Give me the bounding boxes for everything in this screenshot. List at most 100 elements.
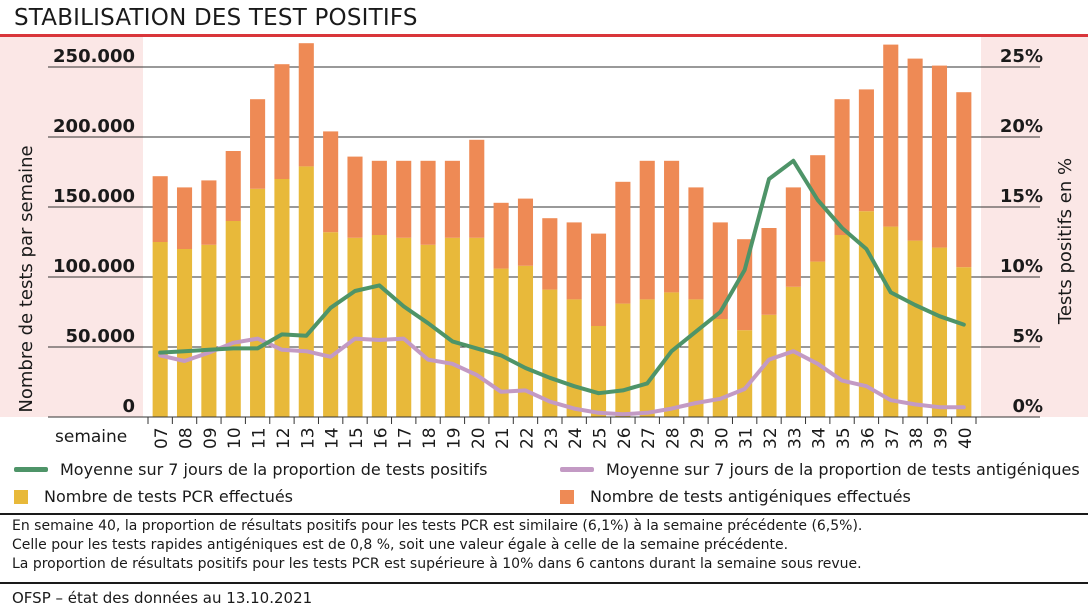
line-antigen-proportion-point (767, 358, 771, 362)
line-antigen-proportion-point (670, 407, 674, 411)
x-tick-label: 12 (274, 427, 294, 449)
line-positive-proportion-point (889, 290, 893, 294)
bar-pcr (420, 244, 436, 417)
bar-antigen (493, 202, 509, 269)
x-tick-label: 07 (152, 427, 172, 449)
line-antigen-proportion-point (889, 398, 893, 402)
bar-pcr (858, 211, 874, 417)
note-3: La proportion de résultats positifs pour… (12, 556, 862, 572)
bar-pcr (712, 319, 728, 417)
bar-pcr (639, 299, 655, 417)
bars (152, 43, 972, 417)
y-tick-label: 150.000 (53, 186, 135, 207)
legend-antigen-bars-swatch (560, 489, 574, 504)
line-positive-proportion-point (718, 310, 722, 314)
line-positive-proportion-point (304, 334, 308, 338)
y-right-tick-label: 15% (1000, 186, 1043, 207)
bar-pcr (834, 235, 850, 417)
bar-antigen (834, 99, 850, 235)
line-antigen-proportion-point (353, 337, 357, 341)
line-antigen-proportion-point (377, 338, 381, 342)
right-axis-panel (981, 37, 1088, 417)
left-axis-panel (0, 37, 143, 417)
bar-pcr (371, 235, 387, 417)
x-tick-label: 31 (737, 427, 757, 449)
line-positive-proportion-point (353, 289, 357, 293)
line-antigen-proportion-point (962, 405, 966, 409)
bar-pcr (396, 237, 412, 417)
line-positive-proportion-point (597, 391, 601, 395)
bar-antigen (469, 139, 485, 238)
bar-antigen (420, 160, 436, 245)
bar-antigen (810, 155, 826, 262)
x-tick-label: 35 (834, 427, 854, 449)
line-antigen-proportion (158, 336, 966, 417)
bar-pcr (542, 289, 558, 417)
legend-pcr: Nombre de tests PCR effectués (14, 487, 293, 506)
bar-antigen (761, 228, 777, 315)
line-antigen-proportion-point (523, 388, 527, 392)
bar-antigen (201, 180, 217, 245)
bar-pcr (347, 237, 363, 417)
bar-antigen (250, 99, 266, 189)
line-positive-proportion-point (645, 381, 649, 385)
bar-antigen (176, 187, 193, 249)
line-positive-proportion-point (183, 349, 187, 353)
line-antigen-proportion-point (621, 412, 625, 416)
bar-antigen (396, 160, 412, 238)
line-positive-proportion-point (572, 384, 576, 388)
x-tick-label: 18 (420, 427, 440, 449)
line-positive-proportion-point (329, 306, 333, 310)
y-tick-label: 0 (122, 396, 135, 417)
bar-antigen (907, 58, 923, 241)
bar-pcr (737, 330, 753, 417)
bar-pcr (615, 303, 631, 417)
x-tick-label: 15 (347, 427, 367, 449)
bar-pcr (493, 268, 509, 417)
line-antigen-proportion-point (816, 362, 820, 366)
line-antigen-proportion-point (913, 402, 917, 406)
x-tick-label: 26 (615, 427, 635, 449)
x-tick-label: 30 (712, 427, 732, 449)
line-positive-proportion-point (475, 346, 479, 350)
bar-pcr (250, 188, 266, 417)
notes-separator-top (0, 513, 1088, 515)
line-positive-proportion-point (694, 330, 698, 334)
line-positive-proportion-point (207, 348, 211, 352)
chart-title: STABILISATION DES TEST POSITIFS (14, 5, 418, 31)
line-antigen-proportion-point (499, 390, 503, 394)
bar-antigen (371, 160, 387, 235)
x-tick-label: 32 (761, 427, 781, 449)
bar-pcr (761, 314, 777, 417)
line-positive-proportion-point (937, 314, 941, 318)
x-tick-label: 08 (177, 427, 197, 449)
legend-positive-label: Moyenne sur 7 jours de la proportion de … (60, 460, 488, 479)
bar-antigen (517, 198, 534, 266)
bar-pcr (956, 267, 972, 417)
bar-pcr (517, 265, 534, 417)
legend-pcr-swatch (14, 489, 28, 504)
legend-antigen-line: Moyenne sur 7 jours de la proportion de … (560, 460, 1080, 479)
note-2: Celle pour les tests rapides antigénique… (12, 537, 789, 553)
bar-antigen (688, 187, 704, 300)
bar-antigen (444, 160, 460, 238)
x-tick-label: 22 (517, 427, 537, 449)
line-antigen-proportion-point (572, 407, 576, 411)
bar-pcr (664, 292, 680, 417)
line-antigen-proportion-point (231, 341, 235, 345)
y-right-tick-label: 10% (1000, 256, 1043, 277)
line-antigen-proportion-point (207, 351, 211, 355)
bar-pcr (323, 232, 339, 417)
x-tick-label: 40 (956, 427, 976, 449)
y-right-tick-label: 25% (1000, 46, 1043, 67)
line-positive-proportion-point (621, 388, 625, 392)
line-antigen-proportion-point (329, 355, 333, 359)
x-tick-label: 27 (639, 427, 659, 449)
bar-pcr (225, 221, 241, 417)
x-tick-label: 19 (444, 427, 464, 449)
legend-antigen-line-swatch (560, 467, 594, 472)
line-positive-proportion-point (280, 332, 284, 336)
y-axis-right-title: Tests positifs en % (1055, 158, 1076, 325)
line-positive-proportion-point (256, 346, 260, 350)
line-positive-proportion-point (913, 303, 917, 307)
